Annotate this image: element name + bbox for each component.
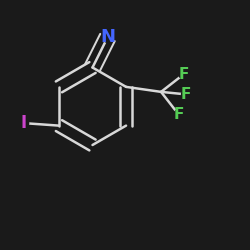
Circle shape <box>19 118 28 128</box>
Circle shape <box>179 70 188 79</box>
Text: F: F <box>173 107 184 122</box>
Text: N: N <box>100 28 115 46</box>
Circle shape <box>103 33 112 42</box>
Circle shape <box>174 110 183 119</box>
Text: F: F <box>181 87 191 102</box>
Text: F: F <box>178 67 189 82</box>
Text: I: I <box>21 114 27 132</box>
Circle shape <box>182 90 190 99</box>
